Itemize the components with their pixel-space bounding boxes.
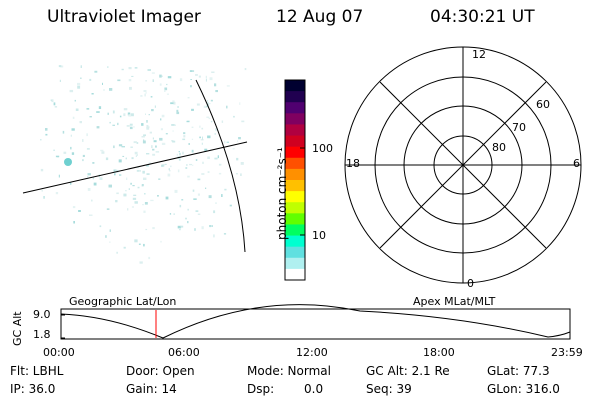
mlt-label-0: 0 [467,277,474,290]
colorbar-cell [285,168,305,181]
colorbar [284,79,306,281]
colorbar-cell [285,91,305,103]
colorbar-tick-label-100: 100 [312,142,333,155]
timeline-frame [60,308,571,340]
timeline-x-tick-0600: 06:00 [168,346,200,359]
colorbar-cell [285,157,305,170]
terminator-line [195,79,246,253]
aurora-emission-speckles [40,65,247,264]
colorbar-cell [285,224,305,237]
polar-diagonal-b [379,81,547,249]
instrument-title: Ultraviolet Imager [47,7,201,27]
colorbar-unit-label: photon cm⁻²s⁻¹ [275,147,289,240]
info-gain: Gain: 14 [126,382,177,396]
mlat-label-60: 60 [536,98,550,111]
colorbar-frame [284,79,306,281]
timeline-plot [60,304,571,340]
timeline-right-title: Apex MLat/MLT [413,295,496,308]
colorbar-cell [285,135,305,148]
timeline-x-tick-1800: 18:00 [423,346,455,359]
colorbar-cell [285,146,305,159]
info-dsp-label: Dsp: [247,382,275,396]
timeline-left-title: Geographic Lat/Lon [69,295,177,308]
mlt-label-18: 18 [346,157,360,170]
info-gc-alt: GC Alt: 2.1 Re [366,364,450,378]
info-glat: GLat: 77.3 [487,364,550,378]
colorbar-cell [285,191,305,203]
colorbar-scale [285,80,305,281]
colorbar-cell [285,202,305,214]
timeline-x-tick-0000: 00:00 [43,346,75,359]
colorbar-tick-label-10: 10 [312,229,326,242]
colorbar-cell [285,113,305,125]
polar-grid [344,46,582,284]
altitude-curve [60,304,571,339]
colorbar-cell [285,257,305,270]
info-ip: IP: 36.0 [10,382,56,396]
info-dsp-value: 0.0 [304,382,324,396]
geographic-image [22,65,248,264]
mlat-label-70: 70 [512,121,526,134]
colorbar-cell [285,213,305,225]
colorbar-cell [285,80,305,92]
colorbar-cell [285,180,305,192]
info-door: Door: Open [126,364,195,378]
timeline-x-tick-1200: 12:00 [296,346,328,359]
info-filter: Flt: LBHL [10,364,64,378]
colorbar-cell [285,268,305,281]
timeline-x-tick-2359: 23:59 [551,346,583,359]
info-mode: Mode: Normal [247,364,331,378]
timeline-y-tick-top: 9.0 [33,308,51,321]
colorbar-cell [285,124,305,137]
observation-time: 04:30:21 UT [430,7,535,27]
mlt-label-6: 6 [573,157,580,170]
timeline-y-tick-bottom: 1.8 [33,328,51,341]
mlat-label-80: 80 [492,141,506,154]
colorbar-cell [285,235,305,248]
timeline-axis-label: GC Alt [11,311,24,346]
latitude-line [22,141,248,194]
observation-date: 12 Aug 07 [276,7,364,27]
colorbar-cell [285,102,305,114]
info-seq: Seq: 39 [366,382,412,396]
bright-spot [64,158,72,166]
colorbar-cell [285,246,305,259]
info-glon: GLon: 316.0 [487,382,560,396]
mlt-label-12: 12 [472,48,486,61]
